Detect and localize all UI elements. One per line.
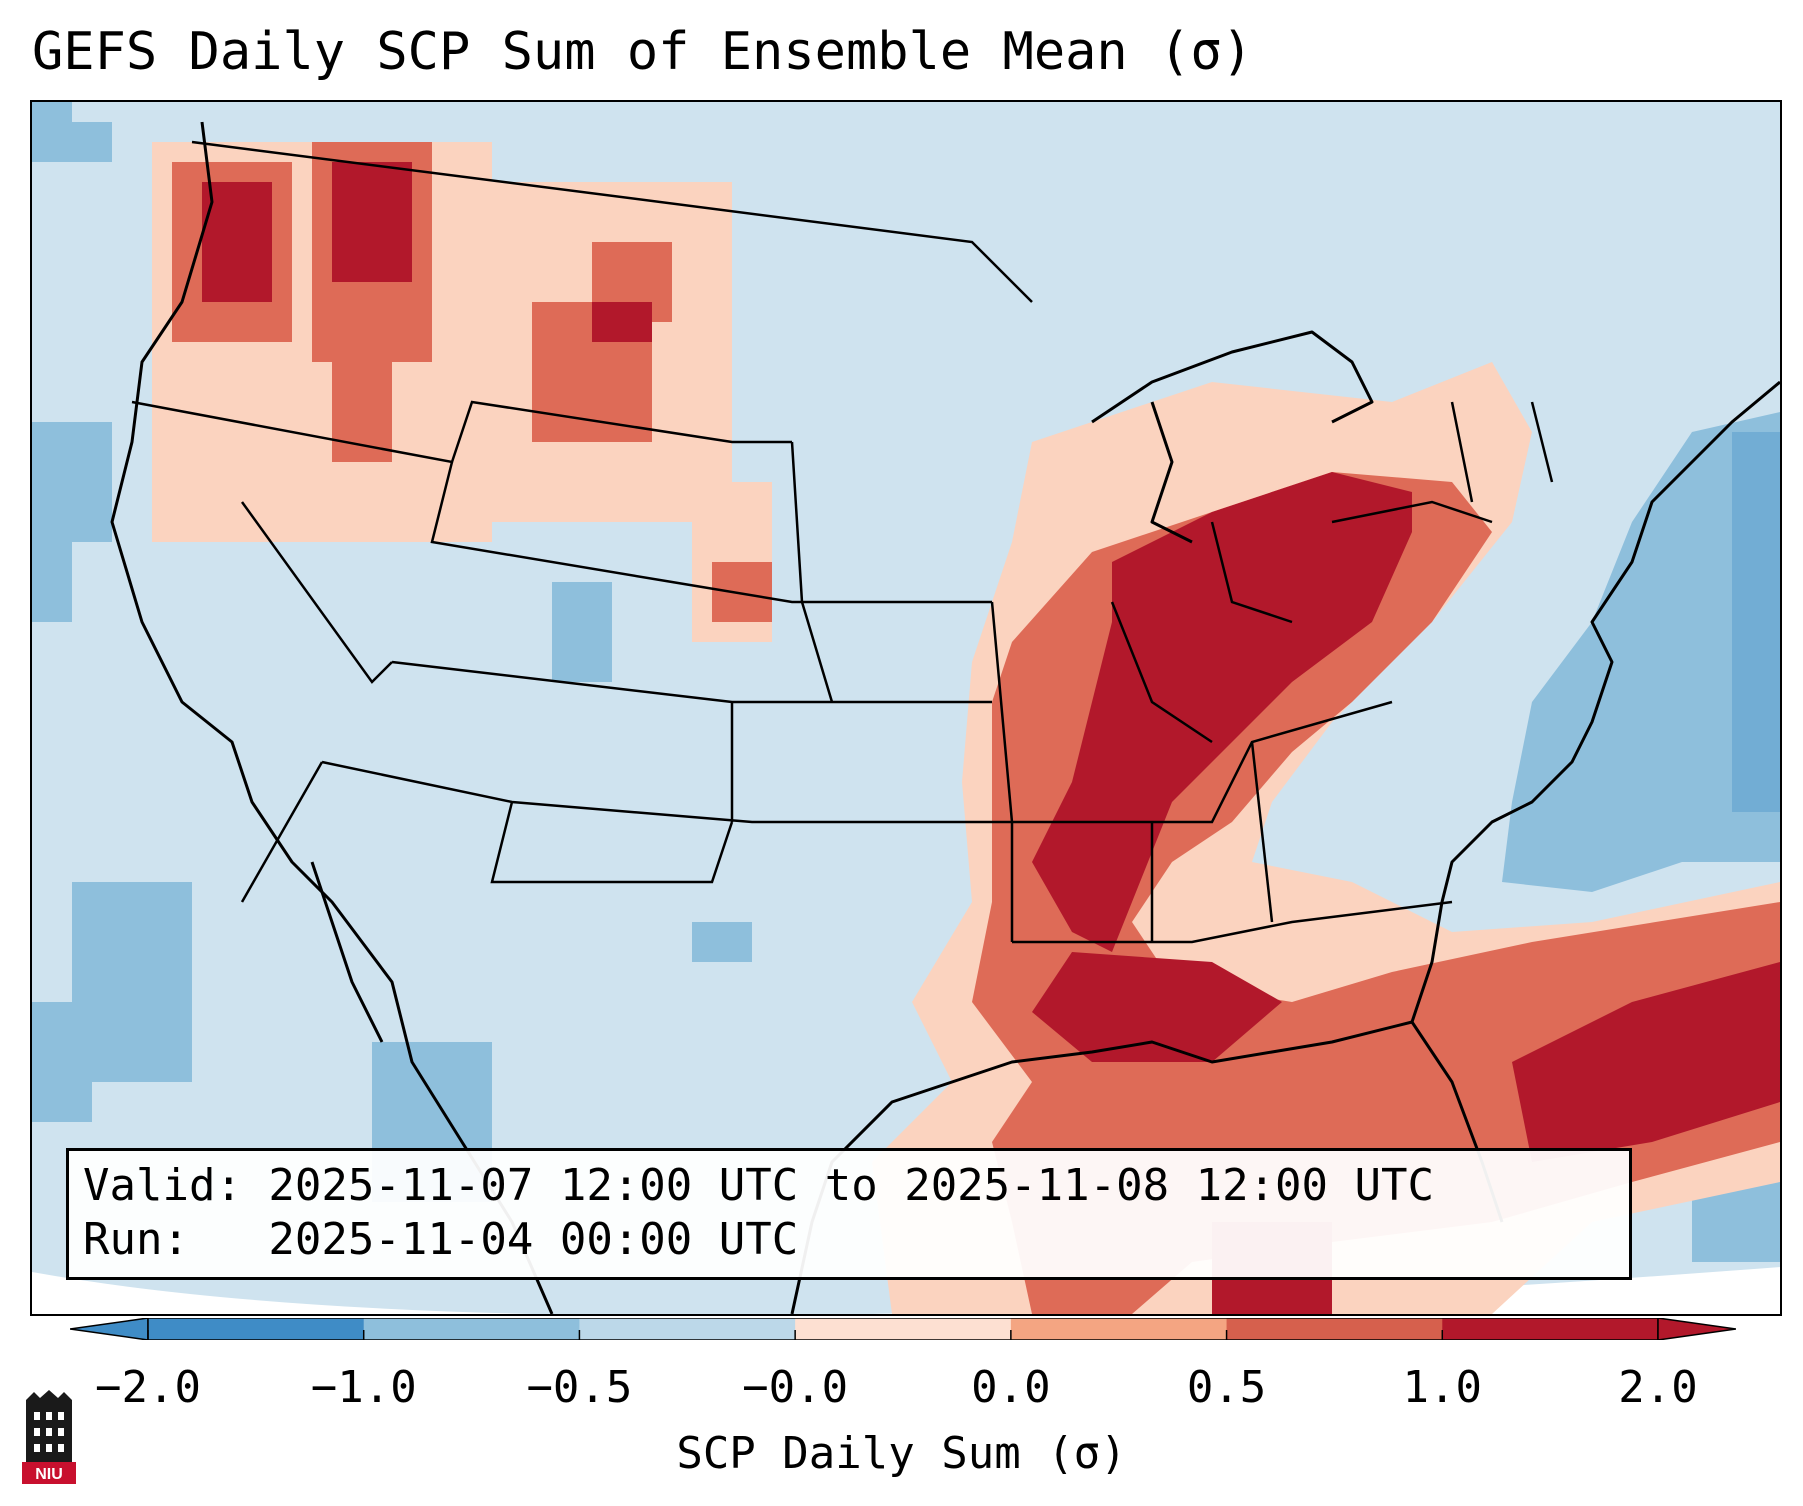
lake-michigan — [1150, 401, 1193, 544]
colorbar-extend-low — [70, 1318, 149, 1340]
great-lakes-north — [1091, 330, 1374, 424]
colorbar-tick-label: 2.0 — [1618, 1362, 1698, 1413]
colorbar-tick-label: −0.5 — [526, 1362, 633, 1413]
gulf-coast — [790, 1020, 1504, 1314]
deep-negative-areas — [1732, 432, 1780, 812]
valid-run-info-box: Valid: 2025-11-07 12:00 UTC to 2025-11-0… — [66, 1148, 1632, 1280]
colorbar-tick-label: 0.5 — [1186, 1362, 1267, 1413]
pacific-coast — [110, 121, 554, 1314]
colorbar-segment — [363, 1318, 580, 1340]
colorbar-tick-label: −2.0 — [95, 1362, 201, 1413]
state-borders — [131, 140, 1554, 944]
colorbar-segments — [147, 1318, 1659, 1340]
colorbar-tick-label: 0.0 — [971, 1362, 1051, 1413]
colorbar-tick-label: 1.0 — [1402, 1362, 1483, 1413]
logo-text: NIU — [35, 1466, 63, 1483]
colorbar — [70, 1318, 1736, 1340]
map-svg — [32, 102, 1780, 1314]
niu-logo: NIU — [22, 1390, 76, 1484]
atlantic-coast — [1410, 380, 1780, 1023]
colorbar-segment — [579, 1318, 796, 1340]
coastlines — [110, 121, 1780, 1314]
colorbar-segment — [1442, 1318, 1659, 1340]
baja-coast — [310, 861, 384, 1043]
colorbar-extend-high — [1657, 1318, 1736, 1340]
run-time-text: Run: 2025-11-04 00:00 UTC — [83, 1214, 799, 1265]
colorbar-segment — [1226, 1318, 1443, 1340]
colorbar-segment — [148, 1318, 365, 1340]
chart-title: GEFS Daily SCP Sum of Ensemble Mean (σ) — [32, 22, 1253, 82]
map-panel — [30, 100, 1782, 1316]
colorbar-label: SCP Daily Sum (σ) — [676, 1428, 1127, 1479]
colorbar-tick-label: −0.0 — [742, 1362, 849, 1413]
colorbar-tick-label: −1.0 — [310, 1362, 417, 1413]
colorbar-segment — [1010, 1318, 1228, 1340]
valid-time-text: Valid: 2025-11-07 12:00 UTC to 2025-11-0… — [83, 1160, 1435, 1211]
colorbar-segment — [795, 1318, 1012, 1340]
logo-banner — [22, 1462, 76, 1484]
